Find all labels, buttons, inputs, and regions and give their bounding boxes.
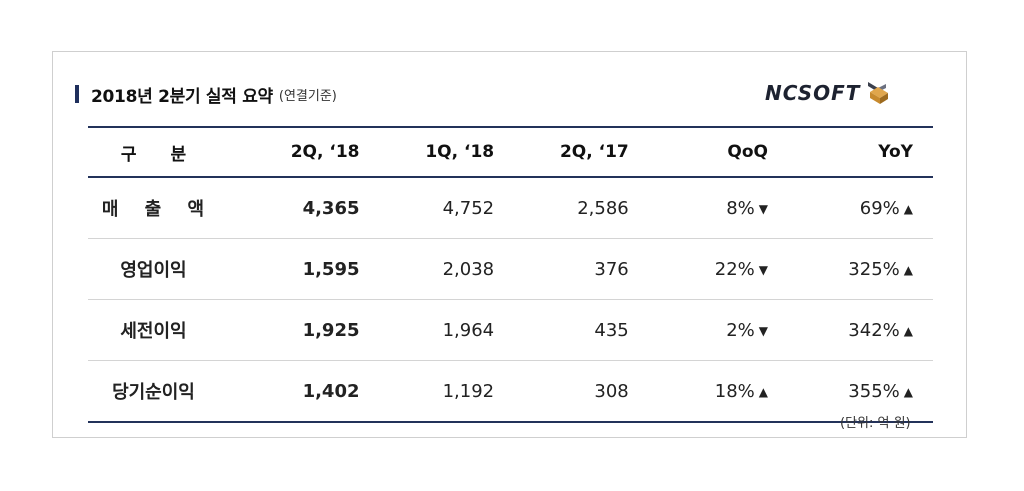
value-qoq: 8% ▼ (636, 177, 776, 239)
value-1q-18: 4,752 (367, 177, 503, 239)
value-1q-18: 2,038 (367, 238, 503, 300)
table-header-row: 구 분 2Q, ‘18 1Q, ‘18 2Q, ‘17 QoQ YoY (88, 126, 933, 178)
down-arrow-icon: ▼ (758, 262, 768, 277)
yoy-percent: 69% (859, 197, 900, 219)
value-2q-18: 1,925 (218, 299, 368, 361)
value-qoq: 18% ▲ (636, 360, 776, 423)
header-1q-18: 1Q, ‘18 (367, 126, 503, 178)
down-arrow-icon: ▼ (758, 201, 768, 216)
up-arrow-icon: ▲ (903, 323, 913, 338)
up-arrow-icon: ▲ (903, 201, 913, 216)
value-yoy: 325% ▲ (776, 238, 933, 300)
value-qoq: 22% ▼ (636, 238, 776, 300)
table-row: 매 출 액 4,365 4,752 2,586 8% ▼ 69% ▲ (88, 177, 933, 239)
qoq-percent: 22% (714, 258, 755, 280)
value-2q-17: 376 (502, 238, 637, 300)
header-category: 구 분 (88, 126, 219, 178)
value-yoy: 355% ▲ (776, 360, 933, 423)
yoy-percent: 325% (848, 258, 900, 280)
value-yoy: 342% ▲ (776, 299, 933, 361)
value-2q-18: 1,402 (218, 360, 368, 423)
qoq-percent: 8% (726, 197, 755, 219)
qoq-percent: 18% (714, 380, 755, 402)
table-row: 영업이익 1,595 2,038 376 22% ▼ 325% ▲ (88, 238, 933, 300)
value-yoy: 69% ▲ (776, 177, 933, 239)
header-qoq: QoQ (636, 126, 776, 178)
header-yoy: YoY (776, 126, 933, 178)
yoy-percent: 355% (848, 380, 900, 402)
down-arrow-icon: ▼ (758, 323, 768, 338)
row-label: 매 출 액 (88, 177, 219, 239)
header-2q-17: 2Q, ‘17 (502, 126, 637, 178)
ncsoft-mark-icon (868, 82, 889, 104)
value-2q-17: 308 (502, 360, 637, 423)
value-2q-18: 1,595 (218, 238, 368, 300)
row-label: 영업이익 (88, 238, 219, 300)
qoq-percent: 2% (726, 319, 755, 341)
up-arrow-icon: ▲ (758, 384, 768, 399)
table-row: 세전이익 1,925 1,964 435 2% ▼ 342% ▲ (88, 299, 933, 361)
title-marker (75, 85, 79, 103)
value-1q-18: 1,964 (367, 299, 503, 361)
title-sub: (연결기준) (278, 88, 337, 104)
unit-note: (단위: 억 원) (840, 416, 911, 431)
row-label: 세전이익 (88, 299, 219, 361)
earnings-summary-table: 구 분 2Q, ‘18 1Q, ‘18 2Q, ‘17 QoQ YoY 매 출 … (88, 126, 933, 423)
ncsoft-logo: NCSOFT (765, 78, 890, 108)
section-title: 2018년 2분기 실적 요약 (연결기준) (75, 82, 337, 107)
table-row: 당기순이익 1,402 1,192 308 18% ▲ 355% ▲ (88, 360, 933, 423)
value-2q-17: 435 (502, 299, 637, 361)
row-label: 당기순이익 (88, 360, 219, 423)
header-2q-18: 2Q, ‘18 (218, 126, 368, 178)
up-arrow-icon: ▲ (903, 384, 913, 399)
title-main: 2018년 2분기 실적 요약 (91, 86, 273, 107)
yoy-percent: 342% (848, 319, 900, 341)
value-qoq: 2% ▼ (636, 299, 776, 361)
value-2q-18: 4,365 (218, 177, 368, 239)
value-1q-18: 1,192 (367, 360, 503, 423)
logo-text: NCSOFT (765, 81, 861, 105)
up-arrow-icon: ▲ (903, 262, 913, 277)
value-2q-17: 2,586 (502, 177, 637, 239)
